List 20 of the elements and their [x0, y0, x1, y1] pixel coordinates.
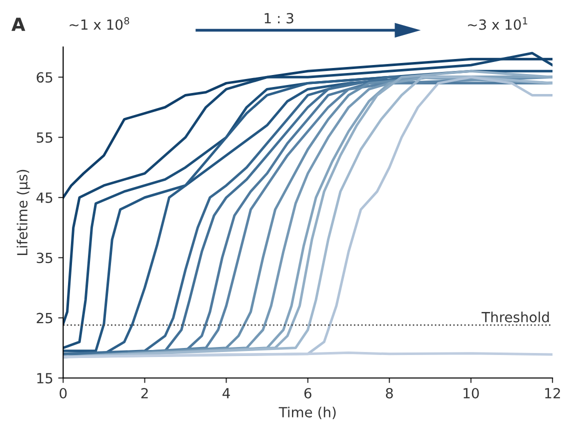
- text: 1 : 3: [264, 12, 294, 24]
- y-tick-label: 25: [36, 312, 52, 324]
- x-tick-label: 10: [464, 388, 479, 398]
- y-tick-label: 35: [36, 252, 52, 264]
- y-tick-label: 15: [37, 373, 52, 384]
- x-tick-label: 2: [141, 388, 148, 398]
- text: ~3 x 10$^{1}$: [468, 17, 528, 30]
- x-tick-label: 8: [386, 388, 393, 398]
- x-tick-label: 6: [304, 388, 312, 398]
- text: A: [11, 18, 26, 31]
- text: ~1 x 10$^{8}$: [70, 17, 130, 30]
- x-tick-label: 12: [545, 388, 560, 398]
- ref-line-label: Threshold: [482, 312, 549, 322]
- x-tick-label: 0: [60, 388, 67, 398]
- y-tick-label: 65: [36, 72, 52, 83]
- y-tick-label: 55: [36, 132, 52, 143]
- x-axis-title: Time (h): [278, 406, 336, 420]
- y-tick-label: 45: [36, 192, 52, 203]
- y-axis-title: Lifetime (µs): [16, 170, 30, 256]
- x-tick-label: 4: [222, 388, 230, 398]
